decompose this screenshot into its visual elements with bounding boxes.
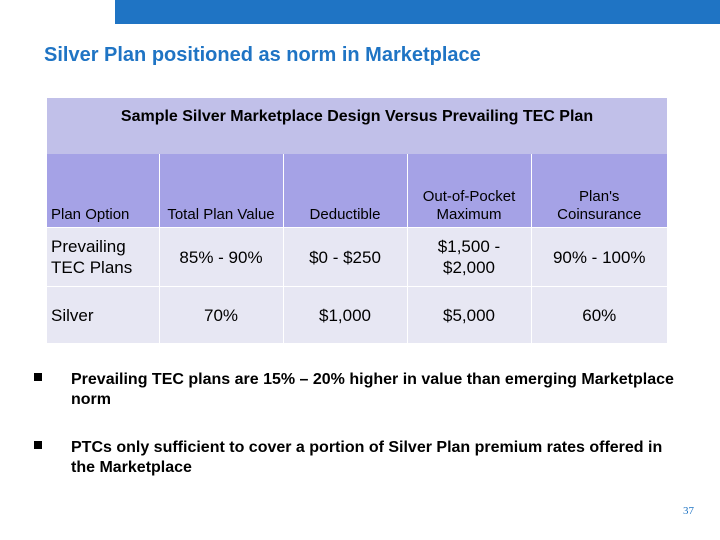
bullet-text: PTCs only sufficient to cover a portion … [71, 439, 663, 476]
square-bullet-icon [34, 373, 42, 381]
bullet-text: Prevailing TEC plans are 15% – 20% highe… [71, 371, 674, 408]
table-row: Silver 70% $1,000 $5,000 60% [47, 286, 667, 343]
cell-plan-option: Silver [47, 286, 159, 343]
cell-plan-option: Prevailing TEC Plans [47, 227, 159, 287]
table-header-row: Plan Option Total Plan Value Deductible … [47, 154, 667, 228]
column-header-total-plan-value: Total Plan Value [158, 154, 283, 228]
plan-comparison-table: Plan Option Total Plan Value Deductible … [47, 154, 667, 343]
table-row: Prevailing TEC Plans 85% - 90% $0 - $250… [47, 227, 667, 287]
cell-out-of-pocket-maximum: $1,500 - $2,000 [406, 227, 531, 287]
top-accent-bar [115, 0, 720, 24]
cell-total-plan-value: 70% [158, 286, 283, 343]
column-header-out-of-pocket-maximum: Out-of-Pocket Maximum [406, 154, 531, 228]
column-header-coinsurance: Plan's Coinsurance [530, 154, 667, 228]
cell-deductible: $0 - $250 [282, 227, 407, 287]
cell-coinsurance: 60% [530, 286, 667, 343]
bullet-item: PTCs only sufficient to cover a portion … [30, 438, 690, 478]
square-bullet-icon [34, 441, 42, 449]
table-heading: Sample Silver Marketplace Design Versus … [47, 98, 667, 154]
cell-out-of-pocket-maximum: $5,000 [406, 286, 531, 343]
column-header-deductible: Deductible [282, 154, 407, 228]
cell-total-plan-value: 85% - 90% [158, 227, 283, 287]
slide-title: Silver Plan positioned as norm in Market… [44, 44, 481, 66]
cell-coinsurance: 90% - 100% [530, 227, 667, 287]
column-header-plan-option: Plan Option [47, 154, 159, 228]
bullet-item: Prevailing TEC plans are 15% – 20% highe… [30, 370, 690, 410]
cell-deductible: $1,000 [282, 286, 407, 343]
page-number: 37 [683, 505, 694, 517]
comparison-table-container: Sample Silver Marketplace Design Versus … [47, 98, 667, 343]
bullet-list: Prevailing TEC plans are 15% – 20% highe… [30, 370, 690, 506]
